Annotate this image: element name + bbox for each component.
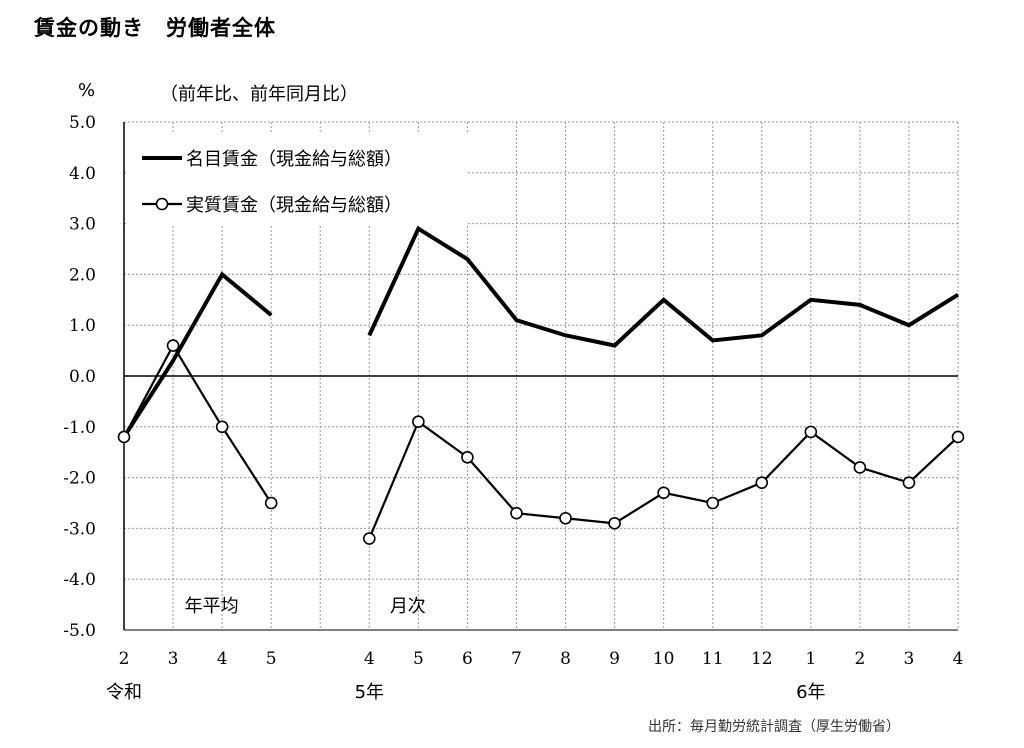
x-tick-label: 6 <box>462 649 473 669</box>
x-tick-label: 5 <box>266 649 277 669</box>
x-group-label: 令和 <box>106 682 142 703</box>
x-tick-label: 8 <box>560 649 571 669</box>
x-tick-label: 3 <box>168 649 179 669</box>
data-point <box>215 420 229 434</box>
legend-label: 名目賃金（現金給与総額） <box>186 149 402 170</box>
x-tick-label: 1 <box>805 649 816 669</box>
data-point <box>755 476 769 489</box>
chart-subtitle: （前年比、前年同月比） <box>160 84 358 105</box>
legend-label: 実質賃金（現金給与総額） <box>186 195 402 216</box>
y-tick-label: 1.0 <box>69 316 96 336</box>
data-point <box>657 486 670 500</box>
y-tick-label: -1.0 <box>63 418 96 438</box>
x-tick-label: 3 <box>904 649 915 669</box>
data-point <box>804 425 818 439</box>
chart-title: 賃金の動き 労働者全体 <box>34 16 276 40</box>
x-tick-label: 2 <box>854 649 865 669</box>
legend: 名目賃金（現金給与総額） 実質賃金（現金給与総額） <box>128 133 468 225</box>
data-point <box>412 415 425 429</box>
x-tick-label: 9 <box>609 649 620 669</box>
data-point <box>608 517 621 530</box>
data-point <box>853 461 867 474</box>
series-line-1 <box>367 225 960 348</box>
series-line-2 <box>123 343 273 504</box>
y-tick-label: -3.0 <box>63 519 96 539</box>
y-tick-label: -4.0 <box>63 570 96 590</box>
legend-marker <box>155 197 169 211</box>
x-tick-label: 4 <box>364 649 375 669</box>
data-point <box>461 450 474 464</box>
data-point <box>902 476 916 489</box>
y-tick-label: 5.0 <box>69 113 96 133</box>
y-tick-label: 3.0 <box>69 215 96 235</box>
y-axis-unit: % <box>78 80 96 101</box>
data-point <box>559 511 572 525</box>
legend-box <box>128 133 468 225</box>
data-point <box>264 496 278 510</box>
x-tick-label: 7 <box>511 649 522 669</box>
series-lines <box>117 225 965 545</box>
x-tick-label: 12 <box>751 649 773 669</box>
y-tick-label: -2.0 <box>63 469 96 489</box>
x-group-label: 5年 <box>355 682 384 703</box>
series-line-1 <box>122 271 273 439</box>
data-point <box>362 532 376 545</box>
x-tick-label: 5 <box>413 649 424 669</box>
y-tick-label: 4.0 <box>69 164 96 184</box>
data-point <box>951 430 965 444</box>
annotations: 年平均 月次 <box>185 596 426 617</box>
x-tick-label: 4 <box>217 649 228 669</box>
data-point <box>510 506 523 520</box>
axes <box>123 122 958 631</box>
data-point <box>117 430 131 444</box>
x-tick-label: 4 <box>953 649 964 669</box>
x-tick-label: 10 <box>653 649 675 669</box>
data-point <box>166 339 180 352</box>
tick-labels: 5.0 4.0 3.0 2.0 1.0 0.0 -1.0 -2.0 -3.0 -4.0 -5.0 2 3… <box>63 113 963 703</box>
chart-annotation: 年平均 <box>185 596 239 617</box>
x-tick-label: 11 <box>702 649 724 669</box>
source-note: 出所：毎月勤労統計調査（厚生労働省） <box>648 719 900 735</box>
y-tick-label: 0.0 <box>69 367 96 387</box>
y-tick-label: -5.0 <box>63 621 96 641</box>
y-tick-label: 2.0 <box>69 265 96 285</box>
x-group-label: 6年 <box>796 682 825 703</box>
data-point <box>706 496 720 510</box>
chart-annotation: 月次 <box>390 596 426 617</box>
x-tick-label: 2 <box>119 649 130 669</box>
